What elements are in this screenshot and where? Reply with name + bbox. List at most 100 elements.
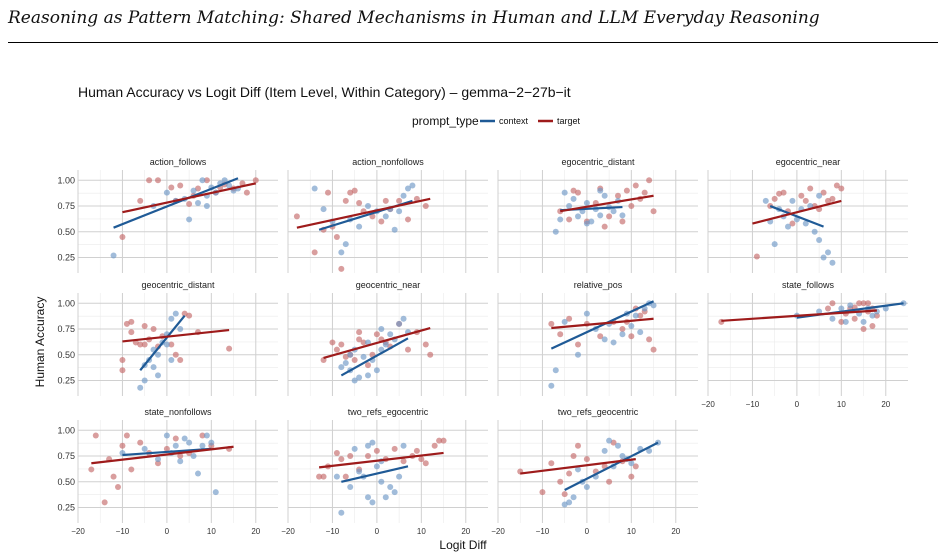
facet-strip-label: state_follows bbox=[782, 280, 835, 290]
point-target bbox=[163, 445, 170, 452]
point-target bbox=[128, 318, 135, 325]
point-context bbox=[190, 453, 197, 460]
point-target bbox=[583, 456, 590, 463]
point-context bbox=[391, 226, 398, 233]
point-target bbox=[119, 367, 126, 374]
point-context bbox=[356, 468, 363, 475]
point-target bbox=[123, 432, 130, 439]
point-target bbox=[333, 449, 340, 456]
point-target bbox=[440, 437, 447, 444]
legend: prompt_type context target bbox=[412, 114, 581, 128]
trend-line-context bbox=[113, 177, 239, 229]
point-target bbox=[632, 463, 639, 470]
point-target bbox=[566, 216, 573, 223]
point-context bbox=[829, 259, 836, 266]
point-context bbox=[155, 456, 161, 463]
point-context bbox=[369, 499, 376, 506]
facet-panel-geocentric_distant: geocentric_distant 0.25 0.50 0.75 1.00 bbox=[57, 280, 278, 396]
point-context bbox=[597, 187, 604, 194]
point-target bbox=[325, 189, 331, 196]
point-target bbox=[243, 189, 250, 196]
point-context bbox=[195, 199, 201, 206]
trend-line-target bbox=[318, 451, 444, 469]
point-context bbox=[365, 372, 371, 379]
point-target bbox=[320, 473, 327, 480]
y-tick-label: 1.00 bbox=[57, 425, 75, 435]
point-context bbox=[347, 351, 354, 358]
point-target bbox=[838, 185, 845, 192]
point-target bbox=[570, 187, 577, 194]
point-context bbox=[172, 442, 179, 449]
point-target bbox=[338, 265, 345, 272]
point-target bbox=[203, 177, 210, 184]
point-context bbox=[338, 509, 345, 516]
panel-background bbox=[498, 293, 698, 396]
point-target bbox=[141, 322, 148, 329]
point-target bbox=[338, 456, 345, 463]
point-context bbox=[575, 466, 581, 473]
point-context bbox=[168, 315, 175, 322]
point-context bbox=[382, 494, 389, 501]
point-context bbox=[619, 212, 626, 219]
facet-panel-egocentric_near: egocentric_near bbox=[707, 157, 908, 273]
point-target bbox=[168, 184, 175, 191]
point-context bbox=[382, 213, 389, 220]
point-context bbox=[561, 189, 568, 196]
point-context bbox=[566, 203, 573, 210]
point-context bbox=[369, 439, 376, 446]
trend-line-context bbox=[564, 441, 659, 492]
point-context bbox=[338, 249, 345, 256]
facet-panel-state_follows: state_follows −20 −10 0 10 20 bbox=[701, 280, 908, 409]
point-target bbox=[820, 189, 827, 196]
point-context bbox=[177, 326, 184, 333]
point-context bbox=[190, 187, 197, 194]
point-target bbox=[405, 346, 411, 353]
point-target bbox=[155, 177, 161, 184]
point-target bbox=[356, 199, 363, 206]
x-tick-label: −20 bbox=[491, 527, 505, 536]
point-target bbox=[128, 466, 135, 473]
point-context bbox=[619, 331, 626, 338]
x-tick-label: −20 bbox=[701, 400, 715, 409]
y-tick-label: 0.75 bbox=[57, 324, 75, 334]
point-target bbox=[833, 182, 840, 189]
point-context bbox=[842, 318, 849, 325]
point-context bbox=[311, 185, 318, 192]
point-context bbox=[338, 364, 345, 371]
point-context bbox=[548, 382, 555, 389]
point-context bbox=[820, 254, 827, 261]
point-context bbox=[789, 197, 796, 204]
trend-line-context bbox=[341, 465, 409, 483]
point-target bbox=[137, 439, 144, 446]
point-context bbox=[575, 351, 581, 358]
point-target bbox=[637, 312, 644, 319]
point-target bbox=[807, 185, 814, 192]
point-target bbox=[172, 351, 179, 358]
point-target bbox=[829, 195, 836, 202]
point-context bbox=[110, 252, 117, 259]
point-target bbox=[382, 197, 389, 204]
point-target bbox=[342, 197, 349, 204]
x-tick-label: −10 bbox=[116, 527, 130, 536]
y-tick-label: 0.50 bbox=[57, 477, 75, 487]
point-context bbox=[396, 473, 403, 480]
point-target bbox=[338, 341, 345, 348]
legend-title: prompt_type bbox=[412, 114, 479, 128]
facet-panel-egocentric_distant: egocentric_distant bbox=[497, 157, 698, 273]
point-context bbox=[583, 199, 590, 206]
y-tick-label: 0.25 bbox=[57, 253, 75, 263]
point-context bbox=[396, 320, 403, 327]
point-target bbox=[356, 329, 363, 336]
point-context bbox=[816, 192, 823, 199]
point-context bbox=[168, 356, 175, 363]
point-target bbox=[619, 326, 626, 333]
facet-strip-label: geocentric_near bbox=[356, 280, 421, 290]
point-context bbox=[825, 249, 831, 256]
point-context bbox=[347, 483, 354, 490]
panel-background bbox=[78, 293, 278, 396]
point-context bbox=[365, 494, 371, 501]
point-target bbox=[172, 435, 179, 442]
point-context bbox=[552, 228, 559, 235]
point-context bbox=[628, 460, 635, 467]
